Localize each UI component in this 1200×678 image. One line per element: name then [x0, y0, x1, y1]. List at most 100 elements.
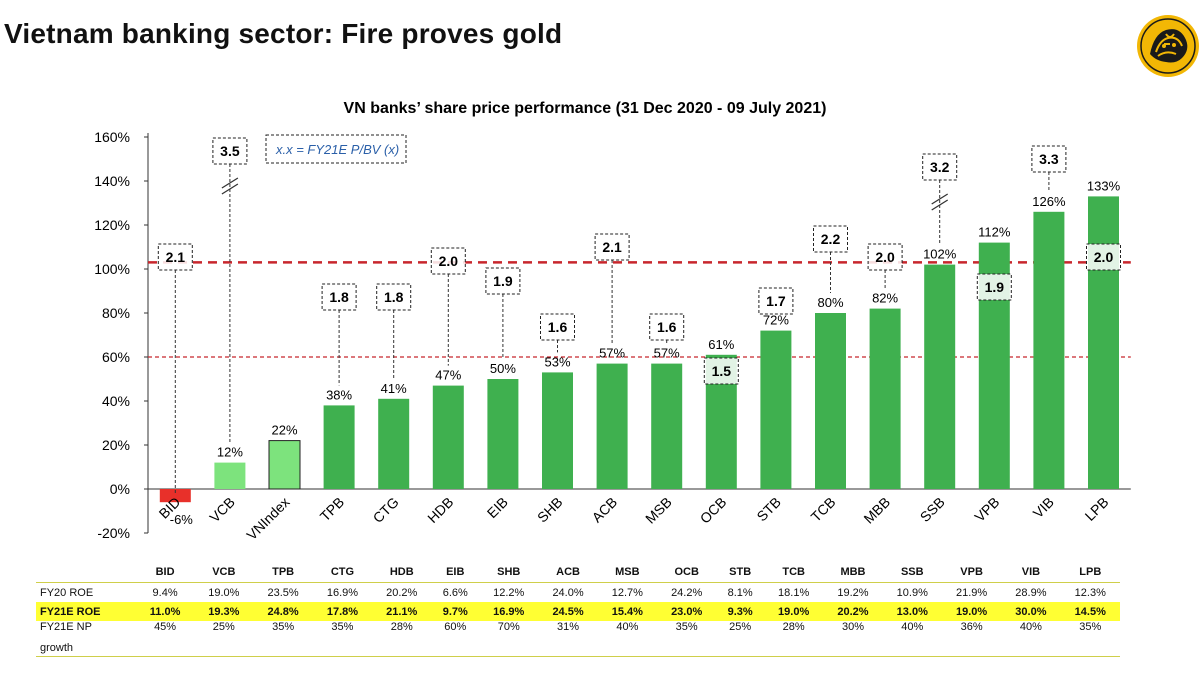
pbv-box-ssb [922, 153, 958, 181]
x-label-ctg: CTG [370, 494, 402, 526]
pbv-box-tcb [813, 225, 848, 253]
legend-note-text: x.x = FY21E P/BV (x) [275, 142, 399, 157]
x-label-ssb: SSB [917, 494, 948, 525]
pbv-box-acb [594, 233, 630, 261]
table-cell: 28% [390, 621, 413, 633]
table-header-cell: SSB [882, 562, 942, 583]
table-cell: 24.0% [552, 586, 584, 599]
x-label-mbb: MBB [860, 494, 893, 527]
table-cell [253, 640, 313, 657]
pbv-value-ctg: 1.8 [384, 289, 404, 305]
table-cell [882, 640, 942, 657]
table-cell: 11.0% [136, 602, 195, 621]
table-cell [597, 640, 658, 657]
pbv-box-msb [649, 313, 685, 341]
legend-note: x.x = FY21E P/BV (x) [265, 134, 407, 164]
table-cell: 10.9% [896, 586, 928, 599]
table-cell: 40% [1019, 621, 1042, 633]
value-label-tpb: 38% [326, 387, 352, 402]
table-row-label: FY21E ROE [36, 602, 136, 621]
table-cell: 40% [901, 621, 924, 633]
table-header-cell: LPB [1060, 562, 1120, 583]
y-tick-label: 140% [94, 173, 130, 189]
pbv-value-hdb: 2.0 [439, 253, 459, 269]
table-header-cell: CTG [312, 562, 373, 583]
table-cell: 12.3% [1074, 586, 1106, 599]
table-header-cell: SHB [479, 562, 539, 583]
table-cell [1060, 640, 1120, 657]
pbv-box-vib [1031, 145, 1067, 173]
table-cell: 14.5% [1060, 602, 1120, 621]
table-header-cell: VIB [1001, 562, 1061, 583]
value-label-mbb: 82% [872, 291, 898, 306]
table-header-cell: HDB [372, 562, 432, 583]
pbv-value-lpb: 2.0 [1094, 249, 1114, 265]
table-cell: 9.4% [152, 586, 178, 599]
value-label-ssb: 102% [923, 247, 957, 262]
page-title: Vietnam banking sector: Fire proves gold [4, 18, 563, 49]
table-cell: 21.1% [372, 602, 432, 621]
value-label-vcb: 12% [217, 445, 243, 460]
table-cell: 28.9% [1015, 586, 1047, 599]
table-cell [194, 640, 254, 657]
value-label-lpb: 133% [1087, 178, 1121, 193]
table-cell: 36% [960, 621, 983, 633]
table-cell: 45% [154, 621, 177, 633]
value-label-acb: 57% [599, 346, 625, 361]
table-row: FY21E ROE 11.0% 19.3% 24.8% 17.8% 21.1% 9.7% 16… [36, 602, 1120, 621]
table-cell: 19.3% [194, 602, 254, 621]
pbv-box-hdb [430, 247, 466, 275]
bar-shb [542, 372, 573, 489]
x-label-vcb: VCB [206, 494, 238, 526]
y-tick-label: 0% [110, 481, 130, 497]
value-label-msb: 57% [654, 346, 680, 361]
pbv-box-vcb [212, 137, 248, 165]
x-label-vib: VIB [1030, 494, 1057, 521]
y-tick-label: 60% [102, 349, 130, 365]
table-cell [1001, 640, 1061, 657]
tiger-logo-icon [1137, 15, 1199, 77]
pbv-boxes: 2.1 3.5 1.8 1.8 2.0 1.9 1.6 2.1 1.6 1.5 1.7 2.2 2.0 3… [157, 137, 1121, 493]
pbv-box-stb [758, 287, 794, 315]
pbv-value-msb: 1.6 [657, 319, 677, 335]
value-label-shb: 53% [544, 354, 570, 369]
value-label-vib: 126% [1032, 194, 1066, 209]
table-cell: 30% [841, 621, 864, 633]
table-cell: 12.2% [493, 586, 525, 599]
value-label-hdb: 47% [435, 368, 461, 383]
table-row-label: FY21E NP [40, 621, 92, 633]
table-cell [479, 640, 539, 657]
table-row-label: FY20 ROE [40, 586, 94, 599]
pbv-value-vpb: 1.9 [985, 279, 1005, 295]
bar-tpb [323, 405, 355, 489]
y-tick-label: 20% [102, 437, 130, 453]
x-label-ocb: OCB [697, 494, 730, 527]
x-label-acb: ACB [589, 494, 621, 526]
value-label-eib: 50% [490, 361, 516, 376]
pbv-value-stb: 1.7 [766, 293, 786, 309]
pbv-box-ctg [376, 283, 412, 311]
table-row: FY21E NP 45% 25% 35% 35% 28% 60% 70% 31% 40% 35% 25… [36, 621, 1120, 640]
table-cell: 25% [212, 621, 235, 633]
y-tick-label: 100% [94, 261, 130, 277]
bar-bid [159, 489, 191, 503]
bar-vcb [214, 462, 246, 489]
x-label-shb: SHB [534, 494, 566, 526]
pbv-box-bid [157, 243, 193, 271]
table-cell: 28% [782, 621, 805, 633]
table-cell: 16.9% [479, 602, 539, 621]
table-cell: 6.6% [442, 586, 468, 599]
table-header-cell: EIB [431, 562, 480, 583]
bar-vib [1033, 211, 1065, 490]
table-cell: 20.2% [823, 602, 883, 621]
table-header-cell: VPB [941, 562, 1002, 583]
table-header-cell: VCB [194, 562, 254, 583]
reference-lines [148, 261, 1131, 358]
x-label-vnindex: VNIndex [243, 494, 292, 543]
y-tick-label: 40% [102, 393, 130, 409]
table-cell: 18.1% [778, 586, 810, 599]
table-cell [136, 640, 195, 657]
table-row-label: growth [36, 640, 136, 657]
y-tick-label: 80% [102, 305, 130, 321]
table-row-continuation: growth [36, 640, 1120, 657]
